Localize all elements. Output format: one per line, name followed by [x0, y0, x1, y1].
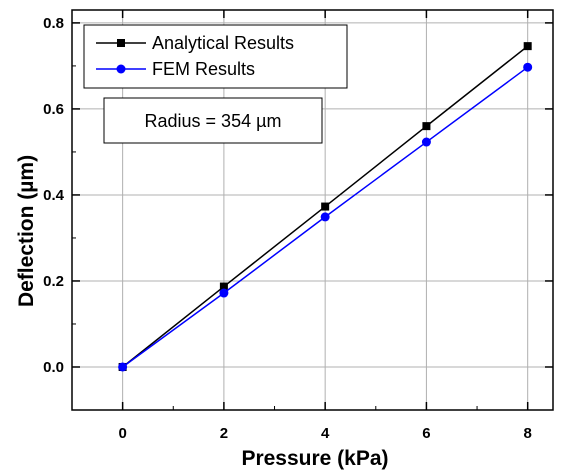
data-point-square [321, 202, 330, 211]
legend-label-fem: FEM Results [152, 59, 255, 79]
plot-frame [71, 9, 554, 411]
data-point-circle [320, 212, 330, 222]
x-tick-label: 8 [524, 425, 532, 442]
axis-ticks [71, 10, 553, 411]
legend-label-analytical: Analytical Results [152, 33, 294, 53]
annotation-text: Radius = 354 µm [145, 111, 282, 131]
series-layer [118, 42, 533, 372]
legend-marker-analytical [117, 39, 125, 47]
legend: Analytical Results FEM Results [83, 24, 348, 89]
x-tick-label: 4 [321, 425, 330, 442]
y-tick-label: 0.6 [43, 101, 64, 118]
data-point-square [422, 122, 431, 131]
y-tick-label: 0.0 [43, 359, 64, 376]
data-point-square [523, 42, 532, 51]
x-tick-label: 2 [220, 425, 228, 442]
data-point-circle [118, 362, 128, 372]
y-tick-label: 0.8 [43, 15, 64, 32]
y-tick-label: 0.4 [43, 187, 65, 204]
tick-labels: 0 2 4 6 8 0.0 0.2 0.4 0.6 0.8 [43, 15, 532, 442]
x-tick-label: 6 [422, 425, 430, 442]
data-point-circle [219, 288, 229, 298]
legend-marker-fem [116, 64, 126, 74]
x-tick-label: 0 [118, 425, 126, 442]
radius-annotation: Radius = 354 µm [103, 97, 323, 144]
data-point-circle [523, 62, 533, 72]
data-point-square [219, 282, 228, 291]
y-axis-title: Deflection (µm) [15, 155, 38, 307]
y-tick-label: 0.2 [43, 273, 64, 290]
annotation-box [103, 97, 323, 144]
legend-box [83, 24, 348, 89]
x-axis-title: Pressure (kPa) [241, 447, 388, 470]
data-point-circle [421, 137, 431, 147]
